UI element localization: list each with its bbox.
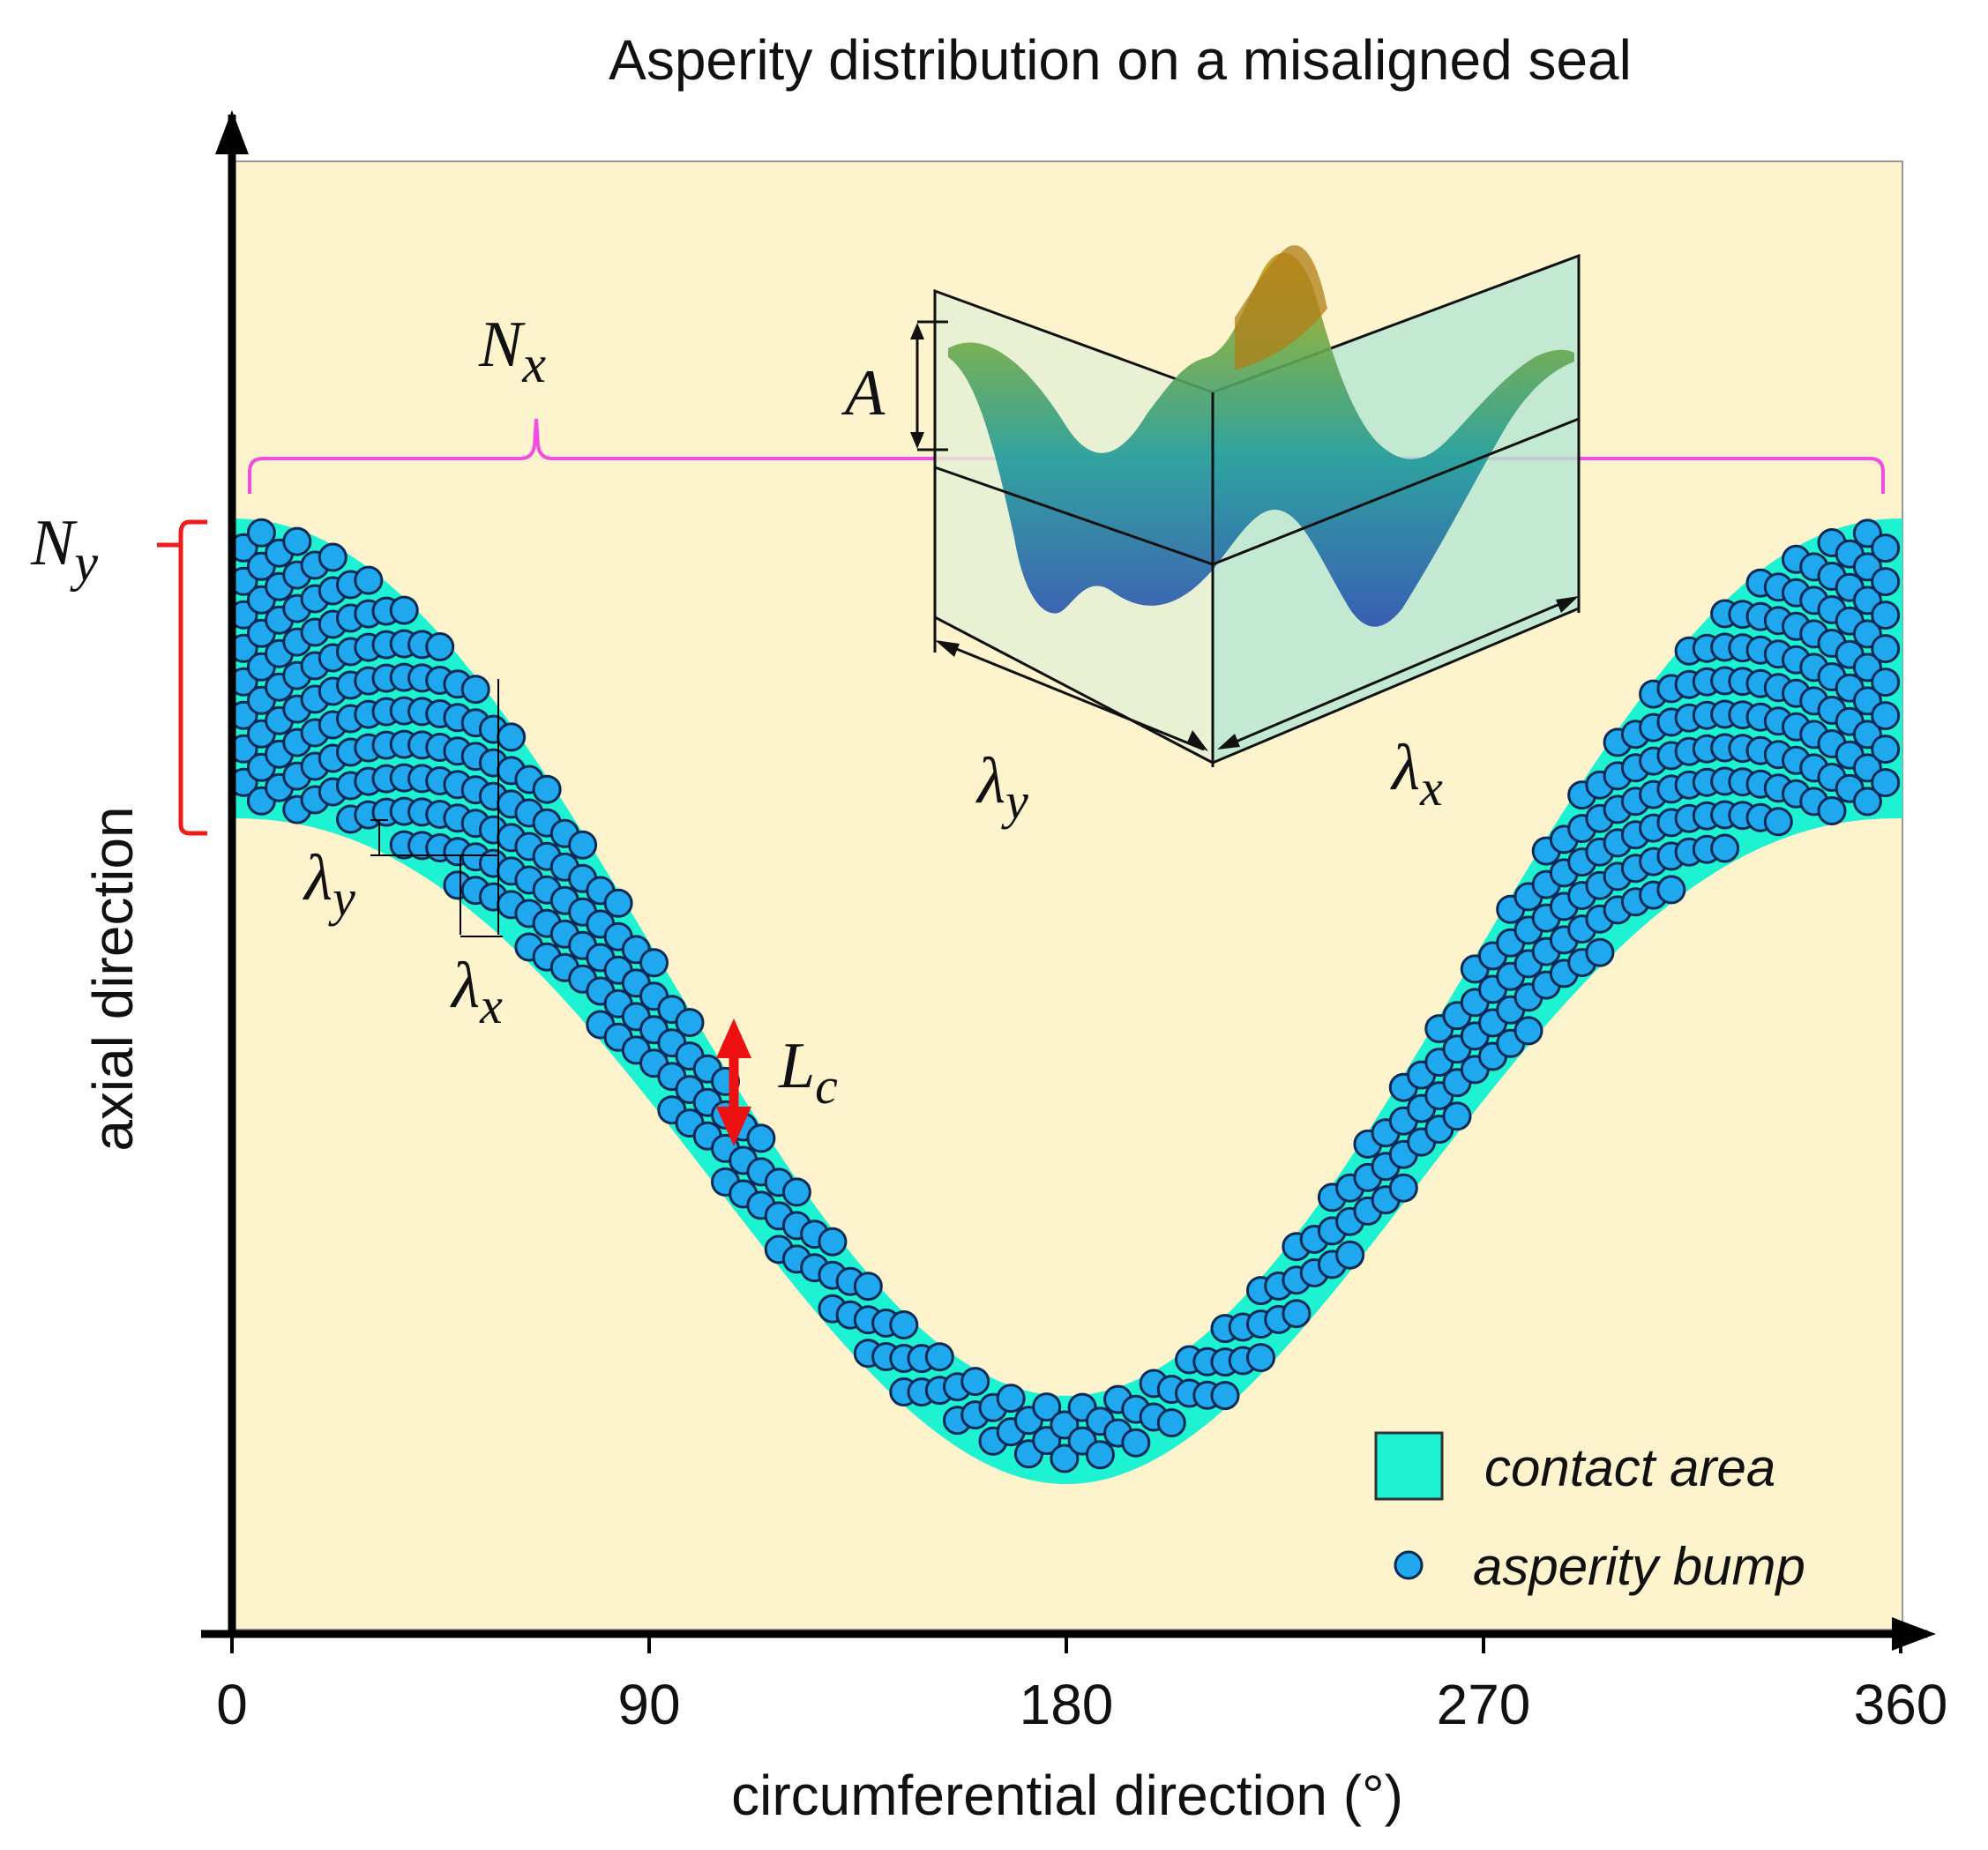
- x-axis-arrowhead: [1892, 1617, 1936, 1651]
- nx-label: Nx: [478, 309, 546, 393]
- asperity-bump: [1585, 937, 1615, 967]
- figure-title: Asperity distribution on a misaligned se…: [609, 28, 1632, 92]
- asperity-bump: [1871, 533, 1901, 563]
- inset-surface-peak: [1235, 245, 1327, 370]
- asperity-bump: [246, 518, 276, 548]
- asperity-inset: [910, 245, 1581, 767]
- asperity-bump: [781, 1177, 811, 1207]
- asperity-bump: [1085, 1440, 1115, 1470]
- asperity-bump: [1710, 833, 1740, 863]
- asperity-bump: [1871, 701, 1901, 731]
- asperity-bump: [1817, 796, 1847, 825]
- asperity-bump: [1388, 1173, 1418, 1203]
- asperity-bump: [1335, 1240, 1365, 1270]
- x-tick-label-270: 270: [1437, 1673, 1531, 1736]
- asperity-bump: [532, 774, 562, 804]
- asperity-bump: [460, 675, 490, 705]
- asperity-bump: [1246, 1343, 1275, 1373]
- legend-contact-label: contact area: [1484, 1438, 1775, 1497]
- asperity-bump: [1282, 1299, 1312, 1329]
- asperity-bump: [1032, 1392, 1062, 1422]
- asperity-bump: [1871, 735, 1901, 765]
- asperity-bumps: [234, 518, 1901, 1473]
- inset-lambda-x-label: λx: [1390, 732, 1443, 817]
- asperity-bump: [389, 595, 419, 625]
- asperity-bump: [1156, 1408, 1186, 1438]
- asperity-bump: [318, 542, 348, 572]
- asperity-bump: [1050, 1443, 1080, 1473]
- lambda-x-label: λx: [450, 950, 503, 1034]
- lc-arrow: [716, 1018, 751, 1146]
- asperity-bump: [889, 1310, 919, 1339]
- lambda-spacing-markers: [370, 679, 503, 937]
- x-tick-labels: 0 90 180 270 360: [216, 1673, 1947, 1736]
- asperity-bump: [996, 1384, 1026, 1414]
- asperity-bump: [1871, 567, 1901, 597]
- x-tick-label-180: 180: [1020, 1673, 1114, 1736]
- asperity-bump: [1852, 787, 1882, 817]
- x-tick-label-0: 0: [216, 1673, 248, 1736]
- x-tick-label-90: 90: [617, 1673, 680, 1736]
- asperity-bump: [924, 1342, 954, 1372]
- asperity-bump: [853, 1272, 883, 1302]
- x-tick-marks: [230, 1634, 1902, 1653]
- asperity-bump: [1871, 768, 1901, 798]
- legend: contact area asperity bump: [1374, 1431, 1805, 1596]
- asperity-bump: [354, 565, 384, 595]
- y-axis-arrowhead: [215, 110, 249, 154]
- inset-a-label: A: [841, 357, 886, 429]
- asperity-bump: [1871, 668, 1901, 697]
- x-axis-label: circumferential direction (°): [731, 1764, 1403, 1827]
- ny-brace: [157, 519, 207, 836]
- legend-contact-swatch: [1374, 1431, 1444, 1501]
- asperity-bump: [675, 1008, 705, 1038]
- asperity-bump: [1210, 1381, 1240, 1411]
- inset-surface: [948, 252, 1574, 627]
- asperity-bump: [497, 722, 527, 752]
- asperity-bump: [960, 1367, 990, 1397]
- inset-lambda-y-label: λy: [975, 745, 1028, 830]
- lc-label: Lc: [778, 1030, 838, 1115]
- asperity-bump: [1656, 875, 1686, 905]
- asperity-bump: [1050, 1410, 1080, 1440]
- legend-bump-marker: [1394, 1550, 1424, 1580]
- x-tick-label-360: 360: [1854, 1673, 1948, 1736]
- asperity-bump: [1871, 601, 1901, 630]
- legend-bump-label: asperity bump: [1473, 1537, 1805, 1596]
- asperity-bump: [568, 830, 598, 860]
- asperity-bump: [1763, 807, 1793, 837]
- asperity-bump: [746, 1123, 776, 1153]
- asperity-bump: [1442, 1101, 1472, 1131]
- asperity-bump: [1871, 634, 1901, 664]
- asperity-bump: [1513, 1016, 1543, 1046]
- asperity-bump: [818, 1227, 848, 1257]
- asperity-bump: [282, 526, 312, 556]
- ny-label: Ny: [30, 507, 98, 592]
- asperity-bump: [603, 888, 633, 918]
- lambda-y-label: λy: [303, 842, 355, 927]
- asperity-bump: [425, 632, 455, 661]
- nx-brace: [248, 418, 1885, 494]
- y-axis-label: axial direction: [81, 806, 145, 1151]
- asperity-bump: [639, 948, 669, 978]
- asperity-bump: [1121, 1428, 1151, 1458]
